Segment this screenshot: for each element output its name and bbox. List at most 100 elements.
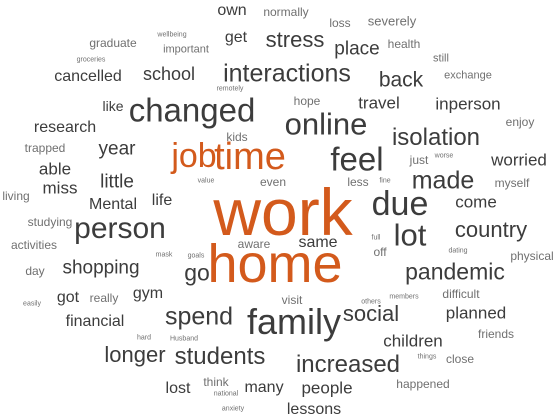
word-research: research [33, 119, 97, 136]
word-many: many [244, 379, 284, 396]
word-family: family [246, 301, 342, 342]
word-planned: planned [445, 303, 507, 323]
word-living: living [2, 189, 30, 203]
word-financial: financial [65, 313, 125, 330]
word-national: national [213, 390, 239, 398]
word-gym: gym [132, 285, 164, 302]
word-lost: lost [165, 380, 191, 397]
word-think: think [203, 375, 229, 389]
word-life: life [151, 192, 173, 209]
word-like: like [102, 98, 124, 114]
word-important: important [163, 43, 209, 56]
word-get: get [224, 29, 248, 46]
word-go: go [184, 259, 210, 286]
word-social: social [342, 301, 400, 326]
word-shopping: shopping [62, 257, 140, 279]
word-made: made [411, 166, 475, 195]
word-feel: feel [330, 140, 384, 178]
word-country: country [454, 217, 528, 242]
word-back: back [378, 68, 424, 92]
word-happened: happened [396, 377, 450, 391]
word-less: less [347, 175, 369, 189]
word-hope: hope [293, 94, 321, 108]
word-just: just [409, 153, 429, 167]
word-miss: miss [42, 178, 78, 198]
word-value: value [197, 177, 215, 185]
word-remotely: remotely [216, 85, 244, 93]
word-lot: lot [393, 217, 427, 253]
word-activities: activities [10, 238, 58, 252]
word-dating: dating [448, 247, 468, 255]
word-even: even [259, 175, 287, 189]
word-friends: friends [477, 327, 515, 341]
word-myself: myself [494, 176, 530, 190]
word-got: got [56, 289, 80, 306]
word-worried: worried [491, 150, 547, 170]
word-easily: easily [23, 300, 41, 308]
word-husband: Husband [169, 335, 199, 343]
word-enjoy: enjoy [505, 115, 535, 129]
word-day: day [25, 264, 45, 278]
word-same: same [298, 234, 338, 251]
word-anxiety: anxiety [221, 405, 245, 413]
word-changed: changed [128, 91, 256, 129]
word-health: health [387, 37, 421, 51]
word-mental: Mental [88, 196, 138, 213]
word-increased: increased [295, 351, 401, 378]
word-online: online [284, 106, 368, 142]
word-come: come [455, 192, 497, 212]
word-mask: mask [155, 251, 173, 259]
word-longer: longer [104, 342, 166, 367]
word-time: time [214, 136, 286, 178]
word-members: members [389, 293, 419, 301]
word-students: students [174, 343, 266, 370]
word-worse: worse [434, 152, 454, 160]
word-stress: stress [265, 27, 325, 52]
word-school: school [142, 64, 196, 84]
word-year: year [98, 138, 136, 160]
word-people: people [301, 378, 353, 398]
word-aware: aware [237, 237, 271, 251]
word-able: able [38, 159, 72, 179]
word-pandemic: pandemic [405, 258, 505, 285]
word-graduate: graduate [89, 36, 137, 50]
word-place: place [334, 38, 380, 60]
word-visit: visit [281, 293, 303, 307]
word-home: home [207, 234, 343, 294]
word-inperson: inperson [435, 94, 501, 114]
word-job: job [171, 137, 217, 175]
word-cancelled: cancelled [54, 68, 122, 85]
word-work: work [213, 175, 353, 249]
word-difficult: difficult [442, 287, 480, 301]
word-severely: severely [367, 13, 417, 29]
word-wellbeing: wellbeing [157, 31, 187, 39]
word-off: off [373, 245, 387, 259]
word-isolation: isolation [391, 124, 481, 151]
word-little: little [100, 171, 134, 193]
word-goals: goals [187, 252, 205, 260]
word-studying: studying [27, 215, 73, 229]
word-fine: fine [379, 177, 391, 185]
word-physical: physical [510, 249, 554, 263]
word-travel: travel [358, 93, 400, 113]
word-own: own [217, 2, 247, 19]
word-trapped: trapped [24, 141, 66, 155]
word-due: due [371, 185, 429, 223]
word-spend: spend [164, 302, 234, 331]
word-children: children [383, 331, 443, 351]
word-interactions: interactions [223, 59, 351, 88]
word-still: still [433, 52, 449, 65]
word-hard: hard [136, 334, 152, 342]
word-person: person [74, 212, 166, 245]
word-really: really [89, 291, 119, 305]
word-lessons: lessons [286, 401, 342, 418]
word-exchange: exchange [444, 69, 492, 82]
word-close: close [445, 352, 475, 366]
word-kids: kids [226, 130, 248, 144]
word-things: things [417, 353, 437, 361]
word-normally: normally [263, 5, 309, 19]
word-groceries: groceries [76, 56, 106, 64]
word-loss: loss [329, 16, 351, 30]
word-full: full [371, 234, 381, 242]
